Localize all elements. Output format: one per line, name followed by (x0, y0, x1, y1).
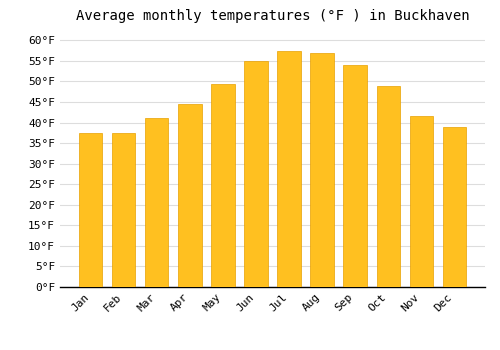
Bar (376, 85, 400, 287)
Bar (146, 118, 169, 287)
Title: Average monthly temperatures (°F ) in Buckhaven: Average monthly temperatures (°F ) in Bu… (76, 9, 469, 23)
Bar (410, 117, 432, 287)
Bar (344, 65, 366, 287)
Bar (310, 52, 334, 287)
Bar (112, 133, 136, 287)
Bar (442, 127, 466, 287)
Bar (278, 51, 300, 287)
Bar (212, 84, 234, 287)
Bar (244, 61, 268, 287)
Bar (178, 104, 202, 287)
Bar (80, 133, 102, 287)
